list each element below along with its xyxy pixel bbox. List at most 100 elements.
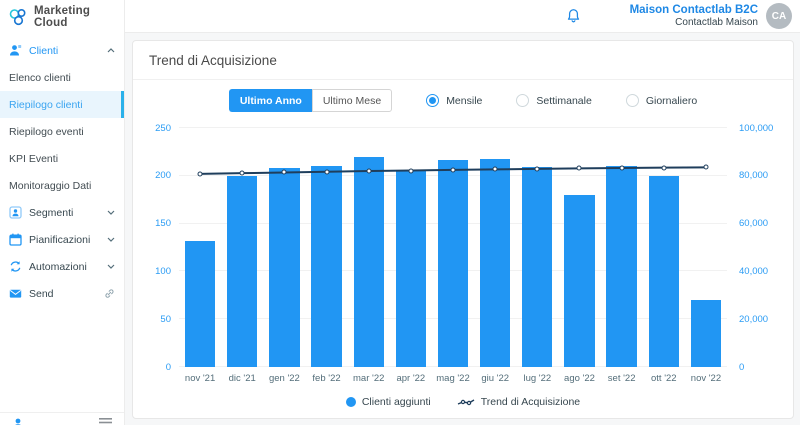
- y-axis-right: 020,00040,00060,00080,000100,000: [733, 128, 783, 367]
- ultimo-mese-button[interactable]: Ultimo Mese: [312, 89, 392, 112]
- sidebar-item-kpi-eventi[interactable]: KPI Eventi: [0, 145, 124, 172]
- trend-point-gen '22: [282, 170, 287, 175]
- segments-icon: [9, 206, 22, 219]
- sidebar-bottom-item-icon[interactable]: [12, 417, 24, 425]
- logo-text: Marketing Cloud: [34, 5, 124, 29]
- x-tick: nov '22: [685, 373, 727, 389]
- trend-point-giu '22: [493, 167, 498, 172]
- sidebar-item-label: Clienti: [29, 45, 100, 57]
- x-tick: ago '22: [558, 373, 600, 389]
- user-icon: [9, 44, 22, 57]
- calendar-icon: [9, 233, 22, 246]
- y-right-tick: 60,000: [739, 219, 768, 229]
- x-tick: set '22: [601, 373, 643, 389]
- sync-icon: [9, 260, 22, 273]
- y-left-tick: 100: [155, 267, 171, 277]
- x-tick: lug '22: [516, 373, 558, 389]
- trend-point-dic '21: [240, 171, 245, 176]
- x-axis: nov '21dic '21gen '22feb '22mar '22apr '…: [179, 373, 727, 389]
- trend-point-lug '22: [535, 166, 540, 171]
- sidebar-item-segmenti[interactable]: Segmenti: [0, 199, 124, 226]
- radio-settimanale[interactable]: Settimanale: [516, 94, 591, 107]
- ultimo-anno-button[interactable]: Ultimo Anno: [229, 89, 312, 112]
- card-title: Trend di Acquisizione: [133, 41, 793, 80]
- chevron-up-icon: [107, 48, 115, 53]
- sidebar-item-send[interactable]: Send: [0, 280, 124, 307]
- sidebar-item-label: Elenco clienti: [9, 72, 115, 84]
- account-name: Maison Contactlab B2C: [630, 3, 758, 17]
- account-info: Maison Contactlab B2C Contactlab Maison: [630, 3, 758, 30]
- radio-label: Mensile: [446, 95, 482, 107]
- y-left-tick: 50: [160, 314, 171, 324]
- plot-area: [179, 128, 727, 367]
- marketing-cloud-logo-icon: [9, 8, 28, 26]
- legend-bar-marker-icon: [346, 397, 356, 407]
- menu-icon[interactable]: [99, 417, 112, 425]
- bell-icon[interactable]: [565, 7, 582, 25]
- radio-mensile[interactable]: Mensile: [426, 94, 482, 107]
- trend-point-mag '22: [451, 167, 456, 172]
- sidebar-item-label: Riepilogo clienti: [9, 99, 112, 111]
- frequency-radio-group: Mensile Settimanale Giornaliero: [426, 94, 697, 107]
- legend-line-marker-icon: [457, 397, 475, 407]
- x-tick: giu '22: [474, 373, 516, 389]
- trend-point-nov '21: [198, 171, 203, 176]
- legend-label: Trend di Acquisizione: [481, 396, 580, 408]
- main-area: Maison Contactlab B2C Contactlab Maison …: [125, 0, 800, 425]
- sidebar: Marketing Cloud Clienti Elenco clienti: [0, 0, 125, 425]
- range-toggle-group: Ultimo Anno Ultimo Mese: [229, 89, 392, 112]
- sidebar-item-elenco-clienti[interactable]: Elenco clienti: [0, 64, 124, 91]
- combo-chart: 050100150200250 020,00040,00060,00080,00…: [143, 120, 783, 389]
- sidebar-item-label: KPI Eventi: [9, 153, 115, 165]
- sidebar-item-monitoraggio-dati[interactable]: Monitoraggio Dati: [0, 172, 124, 199]
- sidebar-item-automazioni[interactable]: Automazioni: [0, 253, 124, 280]
- radio-selected-icon: [426, 94, 439, 107]
- sidebar-item-riepilogo-eventi[interactable]: Riepilogo eventi: [0, 118, 124, 145]
- topbar: Maison Contactlab B2C Contactlab Maison …: [125, 0, 800, 33]
- trend-point-apr '22: [408, 168, 413, 173]
- y-right-tick: 80,000: [739, 171, 768, 181]
- radio-label: Settimanale: [536, 95, 591, 107]
- chart-legend: Clienti aggiunti Trend di Acquisizione: [133, 389, 793, 418]
- y-right-tick: 20,000: [739, 314, 768, 324]
- sidebar-bottom-bar: [0, 412, 124, 425]
- y-right-tick: 0: [739, 362, 744, 372]
- legend-clienti-aggiunti[interactable]: Clienti aggiunti: [346, 396, 431, 408]
- x-tick: mag '22: [432, 373, 474, 389]
- sidebar-item-label: Pianificazioni: [29, 234, 100, 246]
- sidebar-item-riepilogo-clienti[interactable]: Riepilogo clienti: [0, 91, 124, 118]
- y-right-tick: 100,000: [739, 123, 773, 133]
- trend-point-mar '22: [366, 169, 371, 174]
- legend-label: Clienti aggiunti: [362, 396, 431, 408]
- radio-unselected-icon: [626, 94, 639, 107]
- content: Trend di Acquisizione Ultimo Anno Ultimo…: [125, 33, 800, 425]
- sidebar-item-label: Segmenti: [29, 207, 100, 219]
- account-subtitle: Contactlab Maison: [630, 17, 758, 30]
- sidebar-item-clienti[interactable]: Clienti: [0, 37, 124, 64]
- x-tick: ott '22: [643, 373, 685, 389]
- sidebar-item-label: Automazioni: [29, 261, 100, 273]
- y-left-tick: 200: [155, 171, 171, 181]
- y-axis-left: 050100150200250: [143, 128, 173, 367]
- chevron-down-icon: [107, 264, 115, 269]
- legend-trend-acquisizione[interactable]: Trend di Acquisizione: [457, 396, 580, 408]
- y-left-tick: 150: [155, 219, 171, 229]
- chevron-down-icon: [107, 237, 115, 242]
- x-tick: feb '22: [305, 373, 347, 389]
- trend-point-nov '22: [703, 165, 708, 170]
- sidebar-item-label: Monitoraggio Dati: [9, 180, 115, 192]
- trend-point-set '22: [619, 166, 624, 171]
- sidebar-nav: Clienti Elenco clienti Riepilogo clienti…: [0, 33, 124, 307]
- radio-label: Giornaliero: [646, 95, 697, 107]
- x-tick: apr '22: [390, 373, 432, 389]
- sidebar-item-label: Riepilogo eventi: [9, 126, 115, 138]
- y-left-tick: 0: [166, 362, 171, 372]
- avatar[interactable]: CA: [766, 3, 792, 29]
- radio-giornaliero[interactable]: Giornaliero: [626, 94, 697, 107]
- x-tick: gen '22: [263, 373, 305, 389]
- trend-line: [179, 128, 727, 367]
- chart-controls: Ultimo Anno Ultimo Mese Mensile Settiman…: [133, 80, 793, 114]
- link-icon: [104, 288, 115, 299]
- sidebar-item-pianificazioni[interactable]: Pianificazioni: [0, 226, 124, 253]
- trend-point-feb '22: [324, 169, 329, 174]
